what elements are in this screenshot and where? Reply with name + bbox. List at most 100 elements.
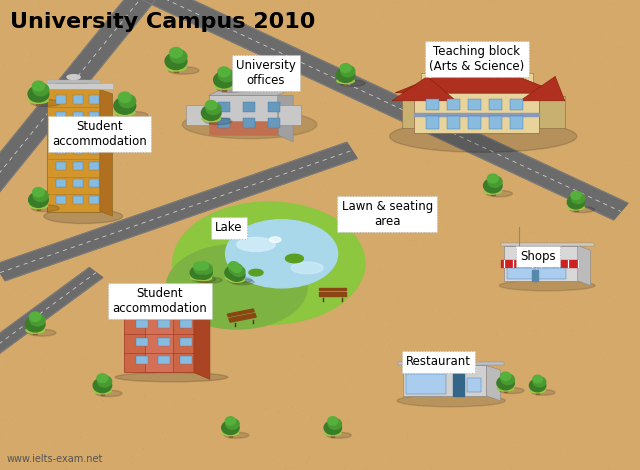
Point bbox=[532, 221, 542, 228]
Point bbox=[56, 330, 66, 338]
Point bbox=[22, 446, 33, 454]
Point bbox=[588, 158, 598, 165]
Point bbox=[46, 376, 56, 383]
Point bbox=[600, 65, 611, 73]
Polygon shape bbox=[100, 89, 113, 216]
Point bbox=[548, 415, 558, 423]
Point bbox=[221, 90, 231, 97]
Point bbox=[254, 237, 264, 244]
Point bbox=[188, 395, 198, 403]
Point bbox=[554, 423, 564, 431]
Point bbox=[99, 397, 109, 404]
Point bbox=[45, 192, 56, 200]
Bar bbox=[268, 102, 280, 112]
Point bbox=[165, 309, 175, 317]
Point bbox=[481, 262, 492, 269]
Point bbox=[180, 425, 190, 432]
Point bbox=[458, 458, 468, 465]
Point bbox=[307, 38, 317, 46]
Point bbox=[624, 429, 634, 436]
Point bbox=[40, 163, 50, 170]
Polygon shape bbox=[0, 267, 103, 358]
Point bbox=[214, 273, 225, 281]
Point bbox=[506, 309, 516, 317]
Point bbox=[84, 241, 94, 248]
Point bbox=[139, 391, 149, 399]
Point bbox=[38, 364, 48, 372]
Point bbox=[100, 313, 111, 320]
Ellipse shape bbox=[218, 67, 230, 77]
Point bbox=[212, 445, 222, 452]
Bar bbox=[56, 179, 66, 187]
Bar bbox=[33, 325, 37, 335]
Ellipse shape bbox=[224, 432, 249, 438]
Point bbox=[74, 465, 84, 470]
Point bbox=[36, 130, 46, 138]
Point bbox=[155, 92, 165, 99]
Point bbox=[79, 196, 90, 204]
Point bbox=[475, 180, 485, 187]
Point bbox=[444, 232, 454, 240]
Ellipse shape bbox=[232, 266, 245, 276]
Point bbox=[187, 0, 197, 5]
Point bbox=[115, 160, 125, 167]
Point bbox=[179, 456, 189, 464]
Bar bbox=[136, 320, 148, 328]
Point bbox=[63, 385, 74, 393]
Point bbox=[581, 386, 591, 393]
Point bbox=[179, 228, 189, 236]
Point bbox=[59, 254, 69, 261]
Point bbox=[532, 429, 542, 437]
Point bbox=[511, 332, 522, 340]
Point bbox=[536, 110, 547, 118]
Bar bbox=[447, 116, 460, 129]
Point bbox=[4, 408, 15, 415]
Ellipse shape bbox=[197, 277, 222, 283]
Point bbox=[125, 110, 136, 118]
Point bbox=[258, 402, 268, 409]
Point bbox=[225, 313, 235, 321]
Point bbox=[575, 44, 586, 52]
Point bbox=[259, 108, 269, 116]
Point bbox=[559, 171, 569, 178]
Point bbox=[303, 222, 313, 229]
Bar bbox=[511, 99, 524, 110]
Point bbox=[577, 421, 587, 428]
Point bbox=[200, 128, 210, 136]
Point bbox=[28, 16, 38, 23]
Point bbox=[454, 386, 465, 393]
Point bbox=[13, 168, 24, 175]
Point bbox=[340, 243, 350, 250]
Point bbox=[552, 268, 563, 275]
Point bbox=[63, 242, 74, 250]
Point bbox=[351, 406, 362, 413]
Point bbox=[93, 190, 103, 198]
Point bbox=[402, 435, 412, 443]
Text: Student
accommodation: Student accommodation bbox=[52, 120, 147, 148]
Point bbox=[405, 236, 415, 243]
Point bbox=[349, 345, 360, 353]
Point bbox=[447, 216, 457, 223]
Point bbox=[401, 430, 412, 438]
Point bbox=[620, 86, 630, 93]
Point bbox=[125, 207, 136, 215]
Point bbox=[389, 427, 399, 435]
Point bbox=[196, 237, 206, 244]
Point bbox=[362, 260, 372, 268]
Point bbox=[205, 405, 216, 412]
Point bbox=[198, 243, 209, 250]
Point bbox=[581, 394, 591, 402]
Ellipse shape bbox=[500, 372, 511, 380]
Point bbox=[434, 307, 444, 314]
Point bbox=[328, 230, 338, 238]
Point bbox=[153, 358, 163, 366]
Point bbox=[234, 448, 244, 456]
Bar bbox=[56, 112, 66, 120]
Point bbox=[504, 398, 515, 406]
Point bbox=[593, 28, 604, 36]
Point bbox=[20, 328, 30, 336]
Point bbox=[28, 143, 38, 150]
Point bbox=[300, 182, 310, 190]
Point bbox=[275, 63, 285, 71]
Polygon shape bbox=[209, 88, 293, 95]
